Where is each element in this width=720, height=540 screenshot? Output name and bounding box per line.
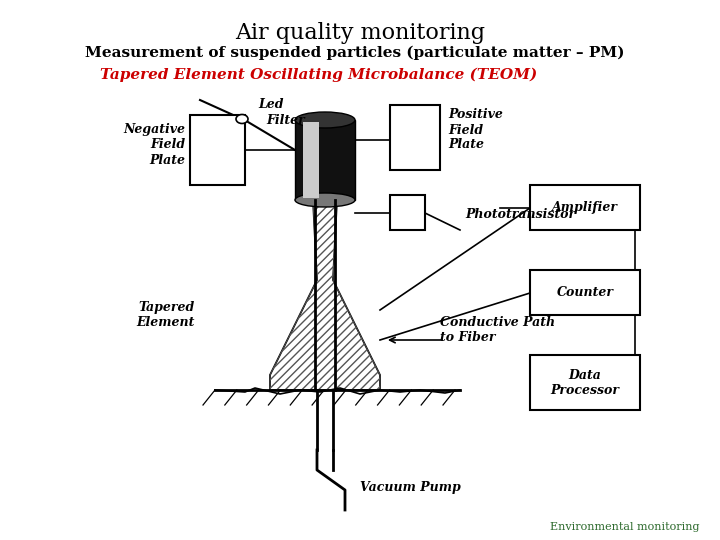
Bar	[530, 270, 640, 315]
Text: Led: Led	[258, 98, 284, 111]
Text: Negative
Field
Plate: Negative Field Plate	[123, 124, 185, 166]
Text: Tapered Element Oscillating Microbalance (TEOM): Tapered Element Oscillating Microbalance…	[100, 68, 537, 83]
Bar	[390, 195, 425, 230]
Text: Counter: Counter	[557, 287, 613, 300]
Bar	[303, 122, 319, 198]
Text: Vacuum Pump: Vacuum Pump	[360, 482, 461, 495]
Ellipse shape	[295, 112, 355, 128]
Text: Measurement of suspended particles (particulate matter – PM): Measurement of suspended particles (part…	[85, 46, 624, 60]
Ellipse shape	[295, 193, 355, 207]
Text: Positive
Field
Plate: Positive Field Plate	[448, 109, 503, 152]
Bar	[390, 105, 440, 170]
Bar	[530, 355, 640, 410]
Text: Environmental monitoring: Environmental monitoring	[551, 522, 700, 532]
Bar	[295, 120, 355, 200]
Text: Data
Processor: Data Processor	[551, 369, 619, 397]
Text: Tapered
Element: Tapered Element	[137, 301, 195, 329]
Text: Air quality monitoring: Air quality monitoring	[235, 22, 485, 44]
Bar	[190, 115, 245, 185]
Ellipse shape	[236, 114, 248, 124]
Text: Amplifier: Amplifier	[552, 201, 618, 214]
Text: Conductive Path
to Fiber: Conductive Path to Fiber	[440, 316, 555, 344]
Bar	[530, 185, 640, 230]
Polygon shape	[270, 200, 380, 390]
Text: Filter: Filter	[266, 113, 305, 126]
Text: Phototransistor: Phototransistor	[465, 208, 575, 221]
